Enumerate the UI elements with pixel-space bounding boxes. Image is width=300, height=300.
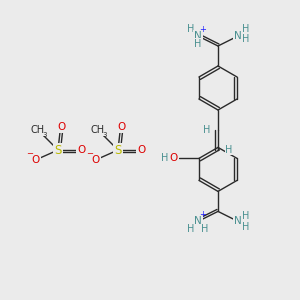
Text: H: H <box>242 212 250 221</box>
Text: N: N <box>194 216 202 226</box>
Text: N: N <box>194 31 202 41</box>
Text: −: − <box>26 149 34 158</box>
Text: S: S <box>54 143 62 157</box>
Text: O: O <box>57 122 65 132</box>
Text: O: O <box>92 155 100 165</box>
Text: H: H <box>194 39 202 49</box>
Text: −: − <box>86 149 94 158</box>
Text: H: H <box>203 125 211 135</box>
Text: CH: CH <box>91 125 105 135</box>
Text: O: O <box>170 153 178 164</box>
Text: O: O <box>77 145 85 155</box>
Text: H: H <box>225 145 233 154</box>
Text: 3: 3 <box>43 132 47 138</box>
Text: +: + <box>200 210 206 219</box>
Text: O: O <box>32 155 40 165</box>
Text: H: H <box>242 222 250 233</box>
Text: N: N <box>234 216 242 226</box>
Text: H: H <box>187 224 195 234</box>
Text: S: S <box>114 143 122 157</box>
Text: O: O <box>117 122 125 132</box>
Text: 3: 3 <box>103 132 107 138</box>
Text: H: H <box>242 34 250 44</box>
Text: N: N <box>234 31 242 41</box>
Text: +: + <box>200 25 206 34</box>
Text: H: H <box>242 24 250 34</box>
Text: O: O <box>137 145 145 155</box>
Text: CH: CH <box>31 125 45 135</box>
Text: H: H <box>161 153 169 164</box>
Text: H: H <box>187 24 195 34</box>
Text: H: H <box>201 224 209 234</box>
